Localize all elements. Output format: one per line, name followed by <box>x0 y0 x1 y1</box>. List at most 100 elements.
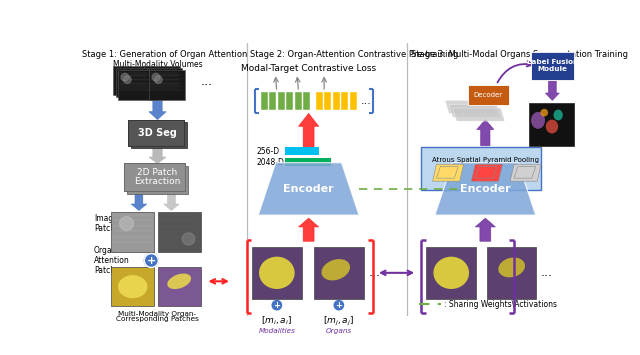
Text: : Sharing Weights\Activations: : Sharing Weights\Activations <box>444 300 557 309</box>
Circle shape <box>334 301 344 310</box>
Bar <box>426 247 476 299</box>
Polygon shape <box>298 114 319 147</box>
Ellipse shape <box>531 112 545 129</box>
Polygon shape <box>149 99 166 120</box>
Bar <box>131 122 187 148</box>
Ellipse shape <box>546 120 558 133</box>
Text: Label Fusion
Module: Label Fusion Module <box>527 59 578 72</box>
Bar <box>116 68 151 97</box>
Bar <box>285 158 331 166</box>
Bar <box>128 120 184 146</box>
Ellipse shape <box>554 110 563 120</box>
Text: 256-D: 256-D <box>257 147 280 157</box>
Bar <box>124 164 184 191</box>
Bar <box>303 92 310 110</box>
Bar <box>341 92 348 110</box>
Bar <box>333 92 340 110</box>
Text: 2048-D: 2048-D <box>257 158 285 167</box>
Polygon shape <box>445 100 497 114</box>
Bar <box>128 120 184 146</box>
Bar <box>468 85 509 105</box>
Text: ...: ... <box>200 75 212 88</box>
Bar <box>252 247 301 299</box>
Polygon shape <box>435 163 536 215</box>
Ellipse shape <box>499 257 525 277</box>
Text: Modalities: Modalities <box>259 328 295 334</box>
Bar <box>269 92 276 110</box>
Ellipse shape <box>259 257 294 289</box>
Bar <box>316 92 323 110</box>
Polygon shape <box>298 218 319 241</box>
Bar <box>147 68 182 97</box>
Bar <box>127 166 188 193</box>
Bar <box>531 52 573 80</box>
Text: Multi-Modality Organ-: Multi-Modality Organ- <box>118 311 196 317</box>
Text: Decoder: Decoder <box>474 92 503 98</box>
Text: Encoder: Encoder <box>460 184 511 194</box>
Text: Multi-Modality Volumes: Multi-Modality Volumes <box>113 60 202 69</box>
Text: 3D Seg: 3D Seg <box>138 128 177 138</box>
Text: Modal-Target Contrastive Loss: Modal-Target Contrastive Loss <box>241 64 376 73</box>
Text: ...: ... <box>360 96 371 106</box>
Polygon shape <box>164 193 179 211</box>
Text: Stage 1: Generation of Organ Attention: Stage 1: Generation of Organ Attention <box>83 50 248 59</box>
Bar <box>421 147 541 190</box>
Circle shape <box>121 73 129 81</box>
Text: Atrous Spatial Pyramid Pooling: Atrous Spatial Pyramid Pooling <box>432 157 539 163</box>
Text: Stage 3: Multi-Modal Organs Segmentation Training: Stage 3: Multi-Modal Organs Segmentation… <box>411 50 628 59</box>
Circle shape <box>119 71 127 79</box>
Text: Stage 2: Organ-Attention Contrastive Pre-training: Stage 2: Organ-Attention Contrastive Pre… <box>250 50 459 59</box>
Polygon shape <box>476 218 495 241</box>
Bar <box>145 66 180 95</box>
Polygon shape <box>545 81 559 100</box>
Circle shape <box>154 76 162 83</box>
Bar <box>149 70 184 100</box>
Polygon shape <box>433 164 463 181</box>
Bar <box>285 147 319 155</box>
Bar <box>113 66 149 95</box>
Circle shape <box>150 71 157 79</box>
Circle shape <box>120 217 134 230</box>
Polygon shape <box>472 164 502 181</box>
Text: $[m_i, a_i]$: $[m_i, a_i]$ <box>261 315 292 327</box>
Ellipse shape <box>167 274 191 289</box>
Circle shape <box>152 73 160 81</box>
Text: Encoder: Encoder <box>284 184 334 194</box>
Bar <box>294 92 301 110</box>
Circle shape <box>182 233 195 245</box>
Polygon shape <box>131 193 147 211</box>
Bar <box>529 103 573 146</box>
Bar <box>124 164 184 191</box>
Ellipse shape <box>118 275 147 298</box>
Text: ...: ... <box>541 266 553 279</box>
Text: Organs: Organs <box>326 328 352 334</box>
Circle shape <box>145 253 158 267</box>
Bar <box>158 267 201 306</box>
Polygon shape <box>452 108 505 121</box>
Text: Image
Patches: Image Patches <box>94 214 124 233</box>
Polygon shape <box>477 120 494 146</box>
Polygon shape <box>259 163 359 215</box>
Text: Organ
Attention
Patches: Organ Attention Patches <box>94 246 130 275</box>
Bar <box>349 92 356 110</box>
Bar <box>286 92 293 110</box>
Bar <box>158 212 201 252</box>
Text: Extraction: Extraction <box>134 178 180 186</box>
Bar <box>487 247 536 299</box>
Text: ...: ... <box>368 266 380 279</box>
Polygon shape <box>449 104 501 117</box>
Bar <box>111 267 154 306</box>
Ellipse shape <box>540 109 548 116</box>
Text: Corresponding Patches: Corresponding Patches <box>116 316 199 322</box>
Circle shape <box>272 301 282 310</box>
Ellipse shape <box>433 257 469 289</box>
Bar <box>278 92 285 110</box>
Text: +: + <box>147 256 156 266</box>
Bar <box>118 70 154 100</box>
Bar <box>260 92 268 110</box>
Bar <box>111 212 154 252</box>
Text: 2D Patch: 2D Patch <box>138 168 178 177</box>
Bar <box>314 247 364 299</box>
Ellipse shape <box>321 259 350 280</box>
Polygon shape <box>510 164 541 181</box>
